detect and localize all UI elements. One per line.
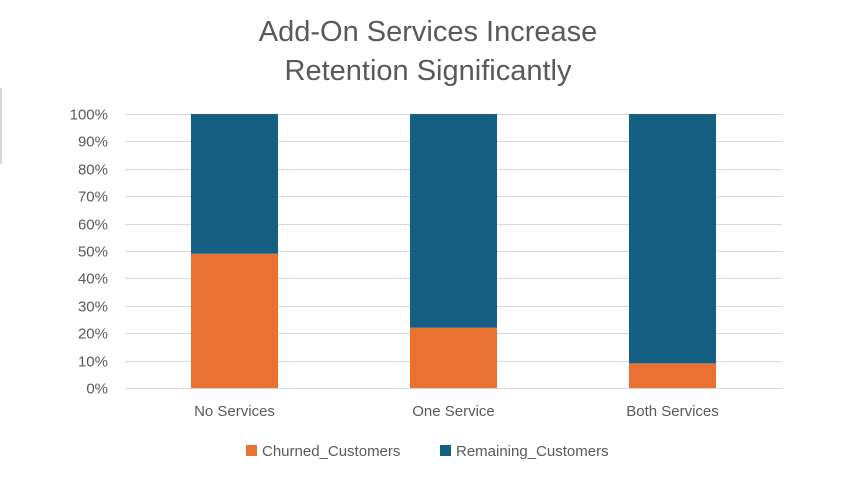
chart-title-line-2: Retention Significantly: [285, 55, 572, 87]
y-tick-label: 70%: [78, 189, 108, 206]
bar-remaining-customers-0: [191, 114, 278, 254]
y-tick-label: 50%: [78, 244, 108, 261]
y-tick-label: 10%: [78, 354, 108, 371]
bar-churned-customers-2: [629, 363, 716, 388]
chart-title: Add-On Services Increase Retention Signi…: [259, 16, 597, 87]
bar-remaining-customers-2: [629, 114, 716, 364]
y-tick-label: 80%: [78, 162, 108, 179]
y-tick-label: 90%: [78, 134, 108, 151]
x-axis-labels: No Services One Service Both Services: [194, 403, 719, 420]
legend-swatch-remaining-customers: [440, 445, 451, 456]
legend-label-remaining-customers: Remaining_Customers: [456, 443, 609, 460]
y-tick-label: 30%: [78, 299, 108, 316]
x-category-label: No Services: [194, 403, 275, 420]
left-edge-mark: [0, 88, 2, 164]
y-axis-ticks: 0% 10% 20% 30% 40% 50% 60% 70% 80% 90% 100%: [70, 107, 108, 398]
y-tick-label: 0%: [86, 381, 108, 398]
x-category-label: One Service: [412, 403, 495, 420]
legend: Churned_Customers Remaining_Customers: [246, 443, 609, 460]
bar-churned-customers-1: [410, 327, 497, 388]
chart-title-line-1: Add-On Services Increase: [259, 16, 597, 48]
y-tick-label: 100%: [70, 107, 108, 124]
y-tick-label: 40%: [78, 271, 108, 288]
x-category-label: Both Services: [626, 403, 719, 420]
bar-remaining-customers-1: [410, 114, 497, 328]
legend-label-churned-customers: Churned_Customers: [262, 443, 400, 460]
y-tick-label: 20%: [78, 326, 108, 343]
y-tick-label: 60%: [78, 217, 108, 234]
bars: [191, 114, 716, 388]
bar-churned-customers-0: [191, 253, 278, 388]
legend-swatch-churned-customers: [246, 445, 257, 456]
